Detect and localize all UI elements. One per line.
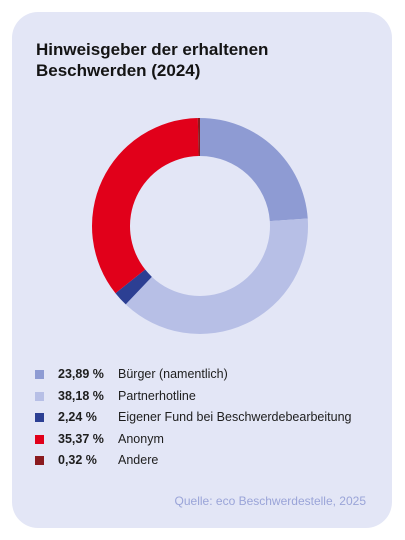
donut-slice-3 bbox=[91, 118, 199, 294]
legend-percent: 35,37 % bbox=[58, 431, 104, 446]
chart-title-line-1: Hinweisgeber der erhaltenen bbox=[36, 40, 269, 59]
source-note: Quelle: eco Beschwerdestelle, 2025 bbox=[174, 494, 366, 508]
chart-card: Hinweisgeber der erhaltenen Beschwerden … bbox=[12, 12, 392, 528]
chart-title: Hinweisgeber der erhaltenen Beschwerden … bbox=[36, 39, 366, 81]
donut-slice-0 bbox=[200, 118, 308, 222]
legend-percent: 0,32 % bbox=[58, 453, 97, 467]
legend-percent: 38,18 % bbox=[58, 388, 104, 403]
legend-label: Anonym bbox=[118, 431, 164, 446]
chart-legend: 23,89 % Bürger (namentlich) 38,18 % Part… bbox=[35, 366, 385, 474]
legend-item-partnerhotline: 38,18 % Partnerhotline bbox=[35, 388, 385, 410]
legend-label: Andere bbox=[118, 453, 159, 467]
donut-chart bbox=[91, 118, 308, 334]
chart-title-line-2: Beschwerden (2024) bbox=[36, 61, 201, 80]
legend-percent: 2,24 % bbox=[58, 410, 97, 424]
legend-percent: 23,89 % bbox=[58, 367, 104, 381]
legend-swatch bbox=[35, 456, 44, 465]
legend-label: Partnerhotline bbox=[118, 388, 196, 403]
legend-item-buerger: 23,89 % Bürger (namentlich) bbox=[35, 366, 385, 388]
donut-slice-1 bbox=[125, 218, 308, 334]
legend-item-anonym: 35,37 % Anonym bbox=[35, 431, 385, 453]
legend-label: Eigener Fund bei Beschwerdebearbeitung bbox=[118, 410, 352, 424]
legend-swatch bbox=[35, 391, 44, 401]
legend-swatch bbox=[35, 413, 44, 422]
donut-slice-4 bbox=[197, 118, 200, 157]
legend-item-andere: 0,32 % Andere bbox=[35, 452, 385, 474]
legend-item-eigener-fund: 2,24 % Eigener Fund bei Beschwerdebearbe… bbox=[35, 409, 385, 431]
donut-slice-2 bbox=[115, 269, 152, 305]
legend-label: Bürger (namentlich) bbox=[118, 367, 228, 381]
legend-swatch bbox=[35, 370, 44, 379]
legend-swatch bbox=[35, 434, 44, 444]
